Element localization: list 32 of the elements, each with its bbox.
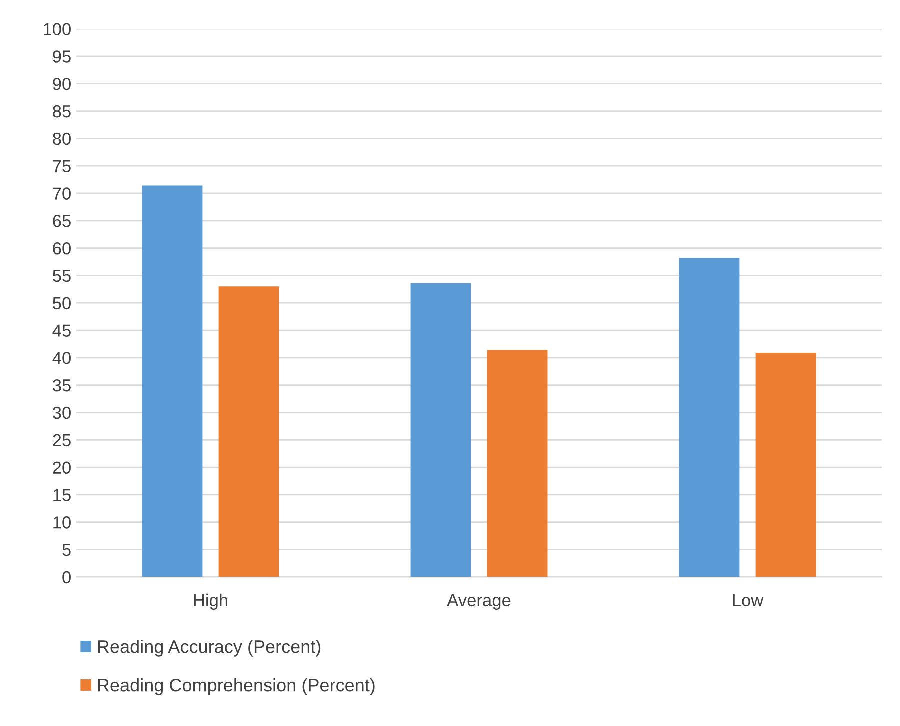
y-tick-label: 65	[53, 215, 71, 228]
bar	[487, 350, 548, 578]
y-tick-label: 45	[52, 324, 71, 337]
y-tick-label: 95	[53, 50, 71, 63]
y-tick-label: 0	[62, 571, 71, 584]
legend-label: Reading Accuracy (Percent)	[98, 640, 321, 657]
y-tick-label: 15	[54, 489, 71, 502]
y-tick-label: 85	[53, 105, 71, 118]
bar	[756, 352, 816, 578]
bar	[679, 258, 740, 578]
bar	[142, 186, 203, 578]
y-tick-label: 50	[53, 297, 71, 310]
y-tick-label: 5	[62, 544, 71, 556]
y-tick-label: 80	[53, 132, 71, 146]
x-tick-label: Average	[447, 594, 511, 610]
x-tick-label: Low	[733, 594, 764, 607]
x-tick-label: High	[194, 594, 228, 610]
y-tick-label: 55	[53, 270, 71, 282]
y-tick-label: 30	[52, 406, 71, 420]
y-tick-label: 90	[53, 78, 71, 90]
y-tick-label: 40	[52, 352, 71, 364]
y-tick-label: 60	[53, 242, 71, 255]
legend-label: Reading Comprehension (Percent)	[98, 678, 375, 696]
y-tick-label: 35	[52, 379, 71, 392]
bar	[218, 286, 280, 578]
bar	[410, 283, 472, 578]
y-tick-label: 70	[53, 188, 71, 200]
y-tick-label: 10	[54, 516, 71, 529]
y-tick-label: 20	[53, 462, 71, 474]
y-tick-label: 75	[53, 160, 71, 173]
y-tick-label: 25	[53, 434, 71, 447]
y-tick-label: 100	[44, 23, 71, 36]
